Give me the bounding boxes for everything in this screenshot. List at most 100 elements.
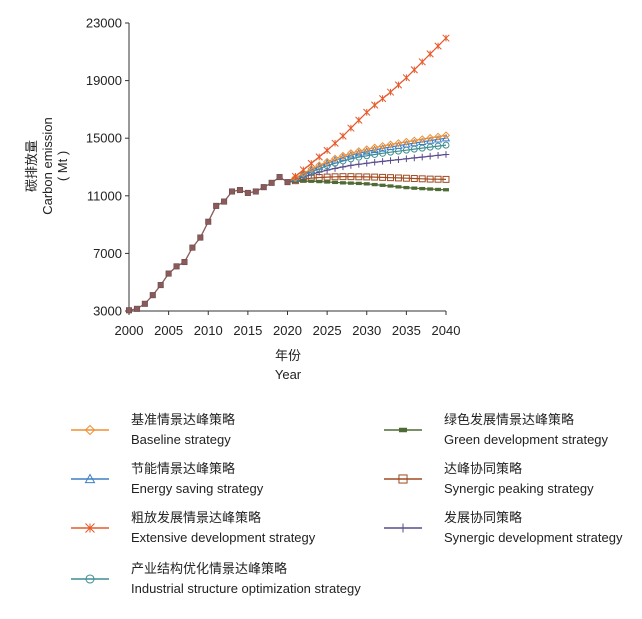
x-tick-label: 2040 (432, 323, 461, 338)
data-point-marker (394, 139, 403, 148)
data-point-marker (410, 136, 419, 145)
data-point-marker (300, 179, 307, 183)
data-point-marker (276, 174, 283, 181)
data-point-marker (338, 151, 347, 160)
data-point-marker (371, 158, 378, 166)
data-point-marker (323, 157, 332, 166)
data-point-marker (403, 185, 410, 190)
data-point-marker (418, 135, 427, 144)
legend-label-en: Energy saving strategy (131, 481, 264, 496)
data-point-marker (402, 74, 411, 82)
data-point-marker (339, 163, 347, 171)
data-point-marker (85, 574, 95, 584)
data-point-marker (85, 523, 95, 533)
data-point-marker (395, 185, 402, 189)
data-point-marker (418, 58, 426, 66)
data-point-marker (332, 180, 339, 185)
data-point-marker (354, 147, 363, 156)
legend: 基准情景达峰策略 Baseline strategy 节能情景达峰策略 Energy … (71, 412, 623, 596)
data-point-marker (427, 187, 434, 191)
data-point-marker (355, 116, 363, 124)
y-axis-label-unit: ( Mt ) (55, 151, 70, 181)
data-point-marker (433, 135, 443, 143)
data-point-marker (378, 94, 387, 103)
data-point-marker (371, 101, 379, 109)
data-point-marker (291, 172, 300, 181)
data-point-marker (346, 149, 355, 158)
data-point-marker (442, 175, 450, 183)
data-point-marker (387, 174, 394, 182)
series-history (125, 174, 291, 314)
data-point-marker (323, 173, 331, 181)
legend-label-en: Synergic development strategy (444, 530, 623, 545)
legend-label-cn: 粗放发展情景达峰策略 (131, 510, 261, 525)
data-point-marker (229, 188, 236, 195)
legend-item-green: 绿色发展情景达峰策略 Green development strategy (384, 412, 609, 447)
data-point-marker (323, 166, 331, 174)
data-point-marker (394, 81, 403, 89)
data-point-marker (291, 173, 300, 182)
data-point-marker (244, 189, 251, 196)
x-tick-label: 2035 (392, 323, 421, 338)
data-point-marker (213, 202, 220, 209)
data-point-marker (197, 234, 204, 241)
legend-label-cn: 发展协同策略 (444, 510, 522, 525)
data-point-marker (363, 108, 371, 116)
legend-item-extensive: 粗放发展情景达峰策略 Extensive development strategy (71, 510, 316, 545)
data-point-marker (307, 165, 316, 174)
data-point-marker (347, 124, 355, 132)
data-point-marker (426, 152, 434, 160)
data-point-marker (426, 133, 435, 142)
plot-area (125, 34, 451, 314)
data-point-marker (315, 161, 324, 170)
data-point-marker (308, 179, 315, 183)
data-point-marker (189, 244, 196, 251)
data-point-marker (363, 173, 371, 181)
data-point-marker (398, 523, 408, 533)
data-point-marker (378, 141, 387, 150)
x-axis-label-cn: 年份 (275, 348, 301, 363)
data-point-marker (141, 300, 148, 307)
data-point-marker (379, 149, 387, 157)
data-point-marker (347, 162, 355, 169)
data-point-marker (442, 141, 450, 149)
legend-label-cn: 绿色发展情景达峰策略 (444, 412, 574, 427)
legend-label-cn: 产业结构优化情景达峰策略 (131, 561, 287, 576)
data-point-marker (402, 137, 411, 146)
data-point-marker (173, 263, 180, 270)
data-point-marker (331, 154, 340, 163)
data-point-marker (394, 174, 402, 182)
data-point-marker (355, 173, 363, 181)
data-point-marker (347, 173, 355, 181)
data-point-marker (363, 182, 370, 186)
y-axis-label-cn: 碳排放量 (24, 140, 39, 192)
y-tick-label: 3000 (93, 304, 122, 319)
data-point-marker (434, 132, 443, 141)
x-tick-label: 2005 (154, 323, 183, 338)
data-point-marker (260, 184, 267, 191)
legend-item-synergic-dev: 发展协同策略 Synergic development strategy (384, 510, 623, 545)
data-point-marker (84, 473, 96, 484)
legend-item-synergic-peaking: 达峰协同策略 Synergic peaking strategy (384, 461, 594, 496)
data-point-marker (347, 181, 354, 185)
data-point-marker (434, 142, 442, 150)
series-line (128, 176, 288, 311)
y-axis-label: 碳排放量 Carbon emission ( Mt ) (24, 117, 70, 215)
data-point-marker (426, 50, 434, 58)
series-baseline (287, 131, 451, 183)
legend-item-energy: 节能情景达峰策略 Energy saving strategy (71, 461, 264, 496)
data-point-marker (395, 156, 402, 163)
legend-label-en: Synergic peaking strategy (444, 481, 594, 496)
data-point-marker (371, 173, 379, 181)
data-point-marker (426, 175, 434, 183)
data-point-marker (411, 154, 418, 162)
data-point-marker (363, 159, 371, 167)
data-point-marker (331, 173, 339, 181)
legend-label-en: Green development strategy (444, 432, 609, 447)
data-point-marker (205, 218, 212, 225)
data-point-marker (410, 175, 418, 182)
x-tick-label: 2030 (352, 323, 381, 338)
data-point-marker (181, 259, 188, 266)
x-tick-label: 2010 (194, 323, 223, 338)
